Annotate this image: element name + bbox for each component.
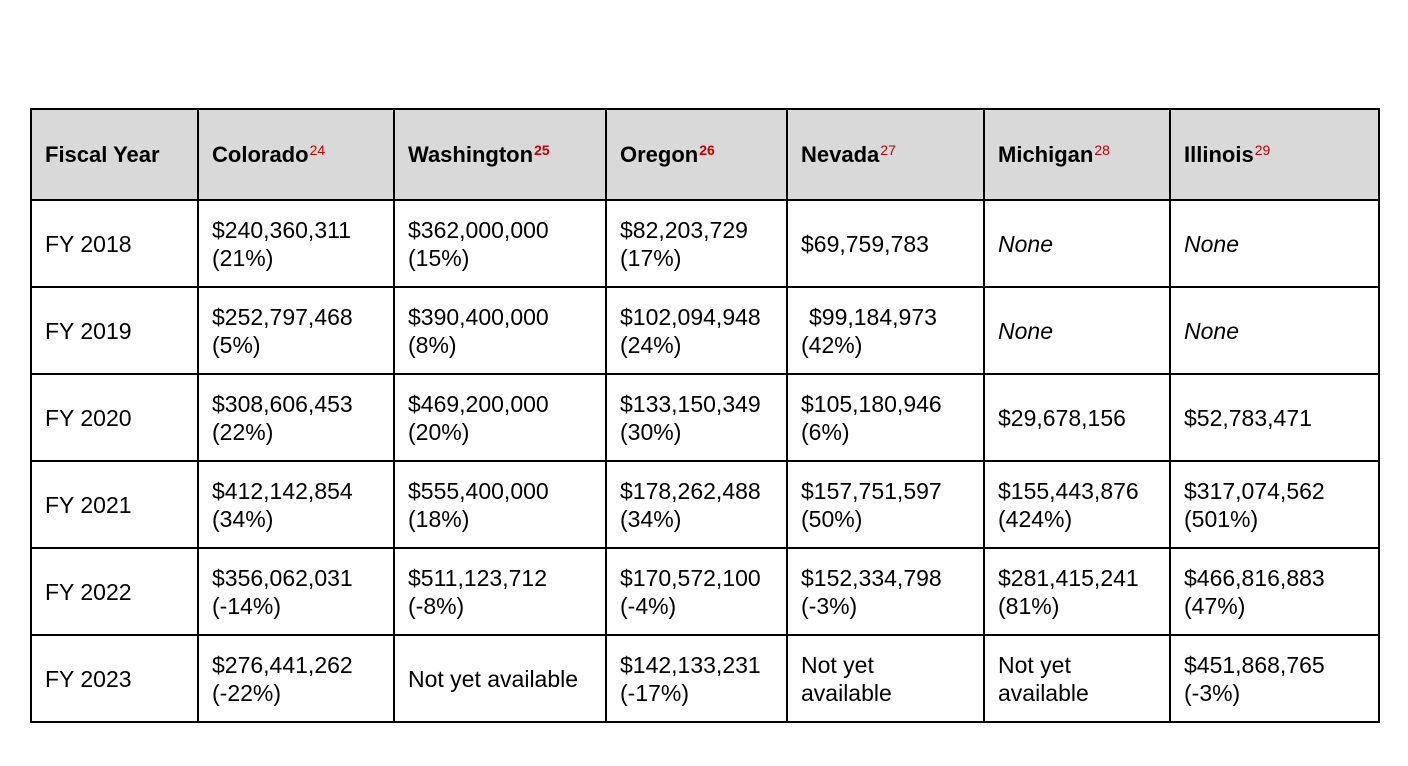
colorado-cell: $308,606,453 (22%): [197, 373, 395, 462]
oregon-cell: $178,262,488 (34%): [605, 460, 788, 549]
header-washington: Washington25: [393, 108, 607, 201]
header-illinois: Illinois29: [1169, 108, 1380, 201]
oregon-cell: $142,133,231 (-17%): [605, 634, 788, 723]
table-row: FY 2020 $308,606,453 (22%) $469,200,000 (2…: [30, 373, 1380, 462]
table-row: FY 2019 $252,797,468 (5%) $390,400,000 (8%…: [30, 286, 1380, 375]
footnote-27[interactable]: 27: [880, 141, 896, 158]
washington-cell: $362,000,000 (15%): [393, 199, 607, 288]
table-row: FY 2023 $276,441,262 (-22%) Not yet avail…: [30, 634, 1380, 723]
michigan-cell: $155,443,876 (424%): [983, 460, 1171, 549]
footnote-26[interactable]: 26: [699, 141, 715, 158]
footnote-29[interactable]: 29: [1254, 141, 1271, 158]
colorado-cell: $412,142,854 (34%): [197, 460, 395, 549]
oregon-cell: $102,094,948 (24%): [605, 286, 788, 375]
nevada-cell: $105,180,946 (6%): [786, 373, 985, 462]
nevada-cell: $157,751,597 (50%): [786, 460, 985, 549]
table-row: FY 2022 $356,062,031 (-14%) $511,123,712(…: [30, 547, 1380, 636]
header-fiscal-year: Fiscal Year: [30, 108, 199, 201]
fiscal-year-cell: FY 2021: [30, 460, 199, 549]
oregon-cell: $133,150,349 (30%): [605, 373, 788, 462]
cannabis-revenue-table: Fiscal Year Colorado24 Washington25 Oreg…: [30, 108, 1380, 723]
oregon-cell: $82,203,729 (17%): [605, 199, 788, 288]
nevada-cell: Not yet available: [786, 634, 985, 723]
oregon-cell: $170,572,100 (-4%): [605, 547, 788, 636]
table-row: FY 2021 $412,142,854 (34%) $555,400,000 (1…: [30, 460, 1380, 549]
washington-cell: $390,400,000 (8%): [393, 286, 607, 375]
header-colorado: Colorado24: [197, 108, 395, 201]
illinois-cell: $466,816,883 (47%): [1169, 547, 1380, 636]
footnote-28[interactable]: 28: [1094, 141, 1110, 158]
michigan-cell: $281,415,241 (81%): [983, 547, 1171, 636]
colorado-cell: $356,062,031 (-14%): [197, 547, 395, 636]
colorado-cell: $240,360,311 (21%): [197, 199, 395, 288]
michigan-cell: Not yet available: [983, 634, 1171, 723]
michigan-cell: None: [983, 286, 1171, 375]
header-nevada: Nevada27: [786, 108, 985, 201]
header-row: Fiscal Year Colorado24 Washington25 Oreg…: [30, 108, 1380, 201]
fiscal-year-cell: FY 2018: [30, 199, 199, 288]
fiscal-year-cell: FY 2019: [30, 286, 199, 375]
table-row: FY 2018 $240,360,311 (21%) $362,000,000 (1…: [30, 199, 1380, 288]
michigan-cell: None: [983, 199, 1171, 288]
nevada-cell: $69,759,783: [786, 199, 985, 288]
footnote-25[interactable]: 25: [534, 141, 550, 158]
fiscal-year-cell: FY 2022: [30, 547, 199, 636]
illinois-cell: $52,783,471: [1169, 373, 1380, 462]
colorado-cell: $252,797,468 (5%): [197, 286, 395, 375]
fiscal-year-cell: FY 2023: [30, 634, 199, 723]
illinois-cell: None: [1169, 199, 1380, 288]
fiscal-year-cell: FY 2020: [30, 373, 199, 462]
illinois-cell: $317,074,562 (501%): [1169, 460, 1380, 549]
washington-cell: $555,400,000 (18%): [393, 460, 607, 549]
header-oregon: Oregon26: [605, 108, 788, 201]
washington-cell: $511,123,712 (-8%): [393, 547, 607, 636]
colorado-cell: $276,441,262 (-22%): [197, 634, 395, 723]
washington-cell: $469,200,000 (20%): [393, 373, 607, 462]
illinois-cell: $451,868,765 (-3%): [1169, 634, 1380, 723]
header-michigan: Michigan28: [983, 108, 1171, 201]
nevada-cell: $99,184,973 (42%): [786, 286, 985, 375]
nevada-cell: $152,334,798 (-3%): [786, 547, 985, 636]
michigan-cell: $29,678,156: [983, 373, 1171, 462]
footnote-24[interactable]: 24: [309, 141, 326, 158]
washington-cell: Not yet available: [393, 634, 607, 723]
illinois-cell: None: [1169, 286, 1380, 375]
